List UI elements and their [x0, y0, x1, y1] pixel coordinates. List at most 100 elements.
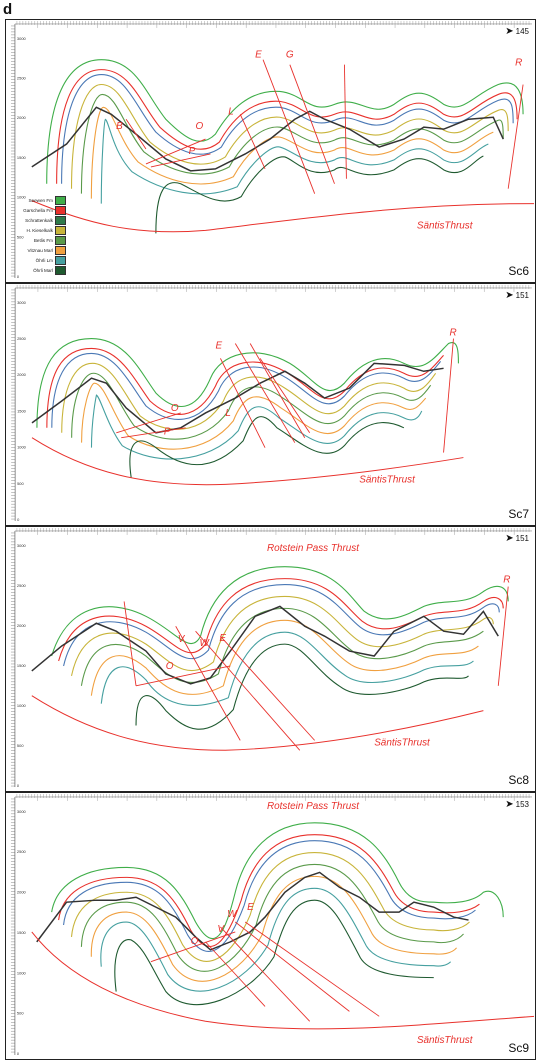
layer-ohrli-marl	[129, 416, 405, 478]
azimuth-indicator: ➤ 151	[505, 290, 529, 301]
layer-vitznau	[90, 619, 479, 696]
azimuth-arrow-icon: ➤	[505, 290, 514, 301]
thrust-label: SäntisThrust	[417, 1035, 474, 1046]
scale-tick-label: 2000	[17, 890, 27, 895]
scale-tick-label: 3000	[17, 543, 27, 548]
fault-labels: O V W E R Rotstein Pass Thrust SäntisThr…	[166, 543, 511, 749]
legend-swatch	[55, 215, 66, 225]
layer-seewen	[36, 338, 459, 428]
scale-tick-label: 3000	[17, 809, 27, 814]
thrust-label: SäntisThrust	[374, 737, 431, 748]
santis-thrust-line	[31, 200, 534, 233]
layer-betlis	[71, 372, 432, 440]
scale-tick-label: 0	[17, 517, 20, 522]
layer-garschella	[56, 69, 518, 184]
layer-ohrli-lm	[90, 394, 423, 460]
layer-vitznau	[90, 875, 458, 982]
thrust-label: SäntisThrust	[359, 474, 416, 485]
legend-entry: Öhrli Marl	[6, 265, 66, 275]
fault-lines	[125, 59, 524, 194]
fault-label: B	[116, 121, 123, 132]
scale-tick-label: 1000	[17, 445, 27, 450]
layer-ohrli-lm	[100, 631, 474, 706]
scale-tick-label: 3000	[17, 300, 27, 305]
layer-garschella	[58, 578, 504, 662]
cross-section-sc6-drawing: 3000 2500 2000 1500 1000 500 0	[10, 20, 534, 279]
scale-tick-label: 1000	[17, 195, 27, 200]
lithology-legend: Seewen Fm Garschella Fm Schrattenkalk H. Ki…	[6, 195, 66, 275]
fault-label: O	[171, 403, 179, 414]
fault-labels: B O P L E G R SäntisThrust	[116, 50, 522, 232]
scale-tick-label: 1500	[17, 663, 27, 668]
fault-label: L	[225, 408, 231, 419]
scale-tick-label: 500	[17, 234, 24, 239]
layer-seewen	[51, 566, 509, 657]
scale-ticks: 3000 2500 2000 1500 1000 500 0	[11, 284, 532, 522]
cross-section-sc9-drawing: 3000 2500 2000 1500 1000 500 0 O V W E Rotstei…	[10, 793, 535, 1056]
legend-entry: Seewen Fm	[6, 195, 66, 205]
scale-tick-label: 2000	[17, 372, 27, 377]
topography-line	[31, 605, 499, 685]
azimuth-indicator: ➤ 145	[505, 26, 529, 37]
topography-line	[31, 106, 504, 172]
cross-section-sc8-drawing: 3000 2500 2000 1500 1000 500 0 O V W E R	[10, 527, 533, 788]
scale-ticks: 3000 2500 2000 1500 1000 500 0	[10, 527, 533, 788]
scale-tick-label: 1000	[17, 703, 27, 708]
legend-label: Betlis Fm	[33, 237, 53, 243]
legend-entry: Vitznau Marl	[6, 245, 66, 255]
legend-swatch	[55, 225, 66, 235]
legend-label: Öhrli Marl	[33, 267, 53, 273]
legend-swatch	[55, 265, 66, 275]
azimuth-indicator: ➤ 151	[505, 533, 529, 544]
legend-label: Garschella Fm	[23, 207, 53, 213]
thrust-label: Rotstein Pass Thrust	[267, 801, 360, 812]
legend-entry: Betlis Fm	[6, 235, 66, 245]
legend-label: Vitznau Marl	[27, 247, 53, 253]
legend-label: Schrattenkalk	[25, 217, 53, 223]
cross-section-sc7-drawing: 3000 2500 2000 1500 1000 500 0 O P L E	[11, 284, 532, 522]
fault-label: O	[191, 936, 199, 947]
azimuth-value: 153	[515, 800, 529, 809]
fault-label: E	[215, 340, 222, 351]
fault-label: R	[503, 575, 510, 586]
scale-tick-label: 0	[17, 1051, 20, 1056]
scale-tick-label: 2500	[17, 849, 27, 854]
layer-vitznau	[90, 106, 494, 199]
fault-lines	[150, 921, 380, 1022]
layer-ohrli-marl	[114, 899, 434, 1006]
layer-kieselkalk	[70, 852, 470, 962]
scale-tick-label: 0	[17, 274, 20, 279]
legend-swatch	[55, 205, 66, 215]
azimuth-value: 151	[515, 534, 529, 543]
fault-label: W	[200, 638, 211, 649]
scale-tick-label: 2000	[17, 115, 27, 120]
layer-seewen	[51, 822, 504, 939]
fault-lines	[123, 586, 509, 751]
cross-section-panel-sc9: 3000 2500 2000 1500 1000 500 0 O V W E Rotstei…	[5, 792, 536, 1060]
layer-garschella	[58, 834, 480, 947]
scale-tick-label: 500	[17, 481, 24, 486]
fault-label: E	[219, 633, 226, 644]
scale-tick-label: 2500	[17, 336, 27, 341]
scale-tick-label: 2000	[17, 623, 27, 628]
topography-line	[36, 871, 469, 951]
scale-tick-label: 1500	[17, 408, 27, 413]
layer-schrattenkalk	[63, 584, 500, 667]
section-label: Sc9	[508, 1041, 529, 1055]
scale-tick-label: 1000	[17, 970, 27, 975]
legend-swatch	[55, 245, 66, 255]
fault-label: R	[515, 58, 522, 69]
layer-vitznau	[81, 382, 427, 450]
scale-tick-label: 0	[17, 783, 20, 788]
fault-lines	[116, 338, 454, 453]
layer-ohrli-lm	[100, 887, 452, 992]
fault-label: W	[227, 909, 238, 920]
layer-kieselkalk	[61, 362, 437, 433]
layer-kieselkalk	[70, 83, 509, 189]
legend-entry: Garschella Fm	[6, 205, 66, 215]
santis-thrust-line	[31, 695, 484, 751]
legend-swatch	[55, 235, 66, 245]
layer-ohrli-lm	[100, 118, 489, 204]
scale-tick-label: 1500	[17, 155, 27, 160]
scale-tick-label: 1500	[17, 930, 27, 935]
